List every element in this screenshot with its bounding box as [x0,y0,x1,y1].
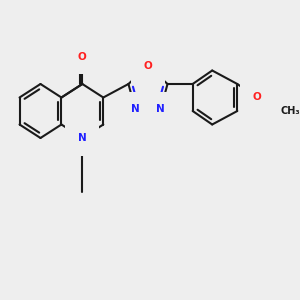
Text: N: N [78,133,87,143]
Text: O: O [144,61,152,71]
Text: O: O [253,92,261,103]
Text: N: N [156,104,165,115]
Text: N: N [131,104,140,115]
Text: O: O [78,52,87,62]
Text: CH₃: CH₃ [280,106,300,116]
